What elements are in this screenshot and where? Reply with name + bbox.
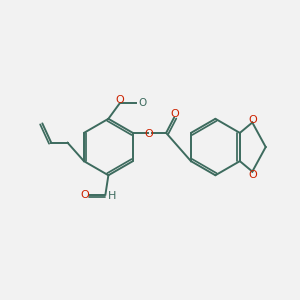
Text: O: O [138,98,147,108]
Text: O: O [248,115,257,124]
Text: O: O [145,128,153,139]
Text: O: O [170,110,179,119]
Text: O: O [80,190,89,200]
Text: O: O [115,95,124,105]
Text: O: O [248,169,257,179]
Text: H: H [108,191,116,201]
